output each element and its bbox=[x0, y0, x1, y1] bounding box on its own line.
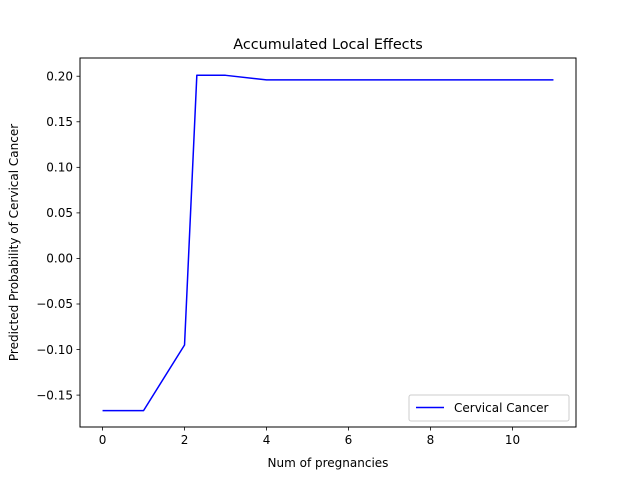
chart-title: Accumulated Local Effects bbox=[233, 37, 422, 53]
y-tick-label: 0.10 bbox=[46, 161, 73, 175]
y-tick-label: 0.05 bbox=[46, 206, 73, 220]
plot-area bbox=[79, 57, 577, 428]
legend: Cervical Cancer bbox=[408, 394, 570, 422]
legend-box bbox=[408, 394, 570, 422]
x-tick-label: 2 bbox=[181, 433, 189, 447]
axis-ticks: 0 2 4 6 8 10 −0.15 −0.10 −0.05 0.00 0.05 0.10 0.15 0.… bbox=[36, 69, 520, 447]
y-tick-label: 0.00 bbox=[46, 252, 73, 266]
y-tick-label: 0.15 bbox=[46, 115, 73, 129]
y-axis-label: Predicted Probability of Cervical Cancer bbox=[7, 124, 21, 361]
x-tick-label: 8 bbox=[427, 433, 435, 447]
y-tick-label: −0.05 bbox=[36, 297, 73, 311]
series-layer bbox=[102, 74, 554, 412]
x-axis-label: Num of pregnancies bbox=[268, 456, 389, 470]
y-tick-label: −0.10 bbox=[36, 343, 73, 357]
x-tick-label: 6 bbox=[345, 433, 353, 447]
x-tick-label: 10 bbox=[505, 433, 520, 447]
x-tick-label: 4 bbox=[263, 433, 271, 447]
y-tick-label: 0.20 bbox=[46, 69, 73, 83]
series-line-cervical-cancer bbox=[102, 74, 554, 412]
y-tick-label: −0.15 bbox=[36, 388, 73, 402]
x-tick-label: 0 bbox=[99, 433, 107, 447]
legend-label: Cervical Cancer bbox=[454, 401, 549, 415]
